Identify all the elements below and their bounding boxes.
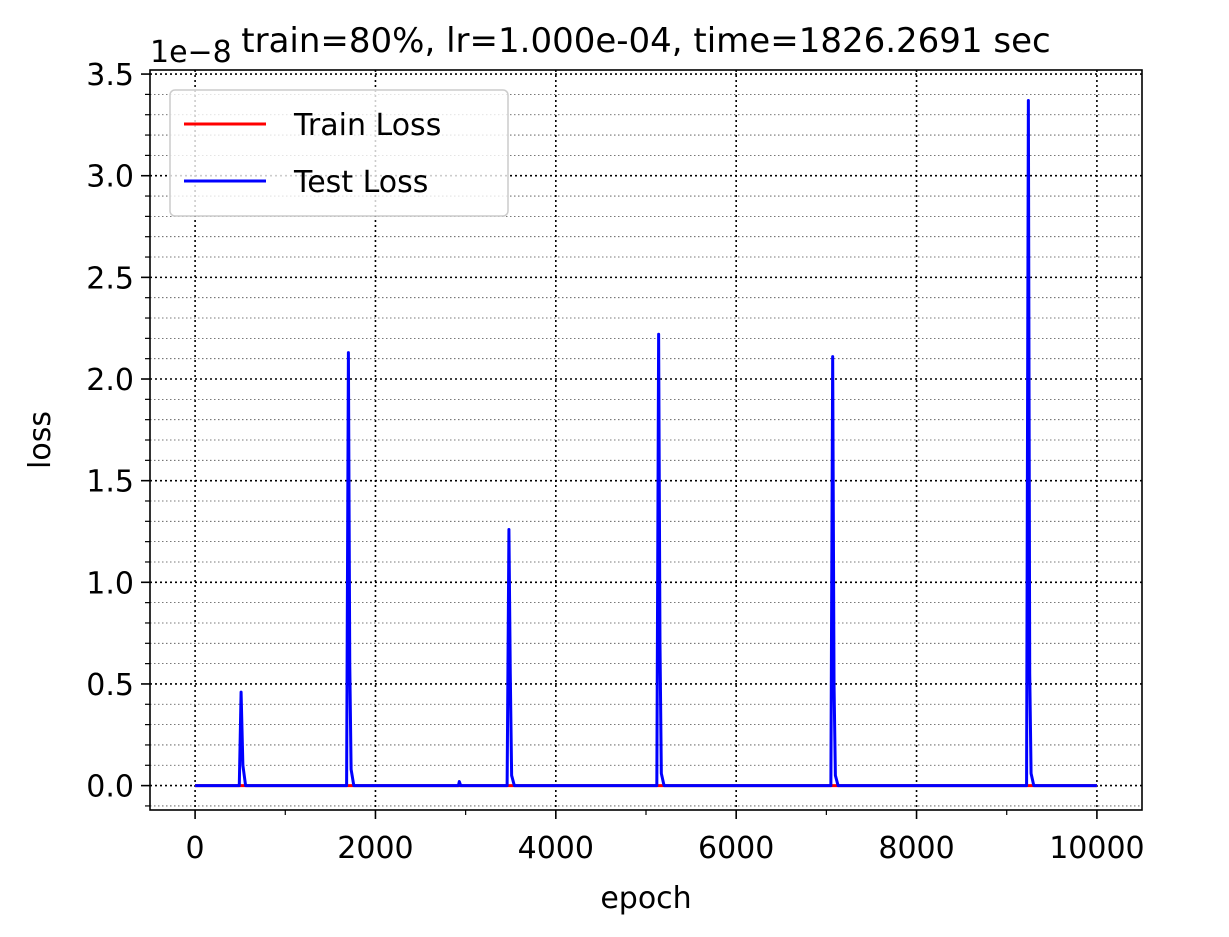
grid-layer [150,70,1142,810]
legend-label-test-loss: Test Loss [293,165,428,200]
y-tick-label: 0.5 [86,668,134,703]
legend-label-train-loss: Train Loss [293,108,441,143]
y-tick-label: 0.0 [86,770,134,805]
x-tick-label: 4000 [518,831,594,866]
y-tick-label: 2.0 [86,363,134,398]
legend-box [169,89,509,217]
y-tick-label: 3.0 [86,160,134,195]
series-layer [195,98,1097,788]
chart-title: train=80%, lr=1.000e-04, time=1826.2691 … [241,21,1050,61]
y-tick-label: 3.5 [86,58,134,93]
x-axis-label: epoch [600,881,691,916]
legend: Train Loss Test Loss [169,89,509,217]
series-line-test-loss [195,98,1097,788]
y-tick-label: 2.5 [86,261,134,296]
x-tick-label: 2000 [337,831,413,866]
tick-layer: 0 2000 4000 6000 8000 10000 0.0 0.5 1.0 1.5 2.0 2.5… [86,58,1144,866]
y-tick-label: 1.5 [86,465,134,500]
x-tick-label: 8000 [878,831,954,866]
y-offset-label: 1e−8 [150,35,232,70]
y-tick-label: 1.0 [86,566,134,601]
x-tick-label: 6000 [698,831,774,866]
x-tick-label: 0 [186,831,205,866]
x-tick-label: 10000 [1049,831,1144,866]
y-axis-label: loss [23,411,58,469]
